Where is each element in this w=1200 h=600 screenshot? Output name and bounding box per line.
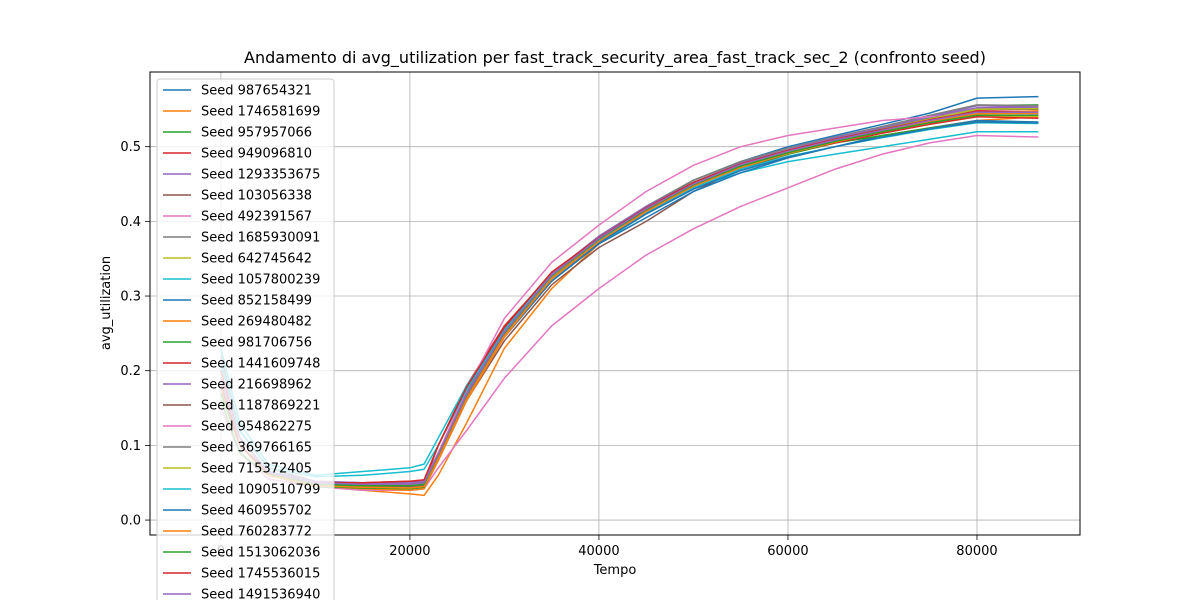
legend-entry: Seed 216698962 <box>201 378 312 393</box>
legend-entry: Seed 642745642 <box>201 252 312 267</box>
legend-entry: Seed 1685930091 <box>201 231 320 246</box>
legend-entry: Seed 1090510799 <box>201 483 320 498</box>
legend-entry: Seed 1513062036 <box>201 546 320 561</box>
legend-entry: Seed 949096810 <box>201 147 312 162</box>
legend-entry: Seed 369766165 <box>201 441 312 456</box>
legend-entry: Seed 1746581699 <box>201 105 320 120</box>
legend-entry: Seed 852158499 <box>201 294 312 309</box>
x-axis-label: Tempo <box>593 563 637 578</box>
axis-ticks: 0200004000060000800000.00.10.20.30.40.5 <box>120 140 997 559</box>
legend-entry: Seed 987654321 <box>201 84 312 99</box>
chart-title: Andamento di avg_utilization per fast_tr… <box>244 48 986 68</box>
legend-entry: Seed 269480482 <box>201 315 312 330</box>
legend-entry: Seed 1441609748 <box>201 357 320 372</box>
legend-entry: Seed 981706756 <box>201 336 312 351</box>
y-tick-label: 0.3 <box>120 290 141 305</box>
legend-entry: Seed 1057800239 <box>201 273 320 288</box>
legend-entry: Seed 760283772 <box>201 525 312 540</box>
legend-entry: Seed 954862275 <box>201 420 312 435</box>
y-tick-label: 0.5 <box>120 140 141 155</box>
y-tick-label: 0.4 <box>120 215 141 230</box>
legend-entry: Seed 460955702 <box>201 504 312 519</box>
legend-entry: Seed 1187869221 <box>201 399 320 414</box>
legend-entry: Seed 1745536015 <box>201 567 320 582</box>
plot-frame <box>149 71 1081 536</box>
x-tick-label: 20000 <box>389 544 430 559</box>
x-tick-label: 40000 <box>578 544 619 559</box>
legend-entry: Seed 103056338 <box>201 189 312 204</box>
y-tick-label: 0.1 <box>120 439 141 454</box>
legend-box <box>156 78 335 600</box>
x-tick-label: 60000 <box>767 544 808 559</box>
x-tick-label: 80000 <box>956 544 997 559</box>
legend-entry: Seed 1491536940 <box>201 588 320 600</box>
y-tick-label: 0.2 <box>120 364 141 379</box>
legend-entry: Seed 492391567 <box>201 210 312 225</box>
legend-entry: Seed 715372405 <box>201 462 312 477</box>
legend-entry: Seed 1293353675 <box>201 168 320 183</box>
legend: Seed 987654321 Seed 1746581699 Seed 957957… <box>156 78 335 600</box>
legend-entry: Seed 957957066 <box>201 126 312 141</box>
y-axis-label: avg_utilization <box>99 256 114 350</box>
y-tick-label: 0.0 <box>120 514 141 529</box>
